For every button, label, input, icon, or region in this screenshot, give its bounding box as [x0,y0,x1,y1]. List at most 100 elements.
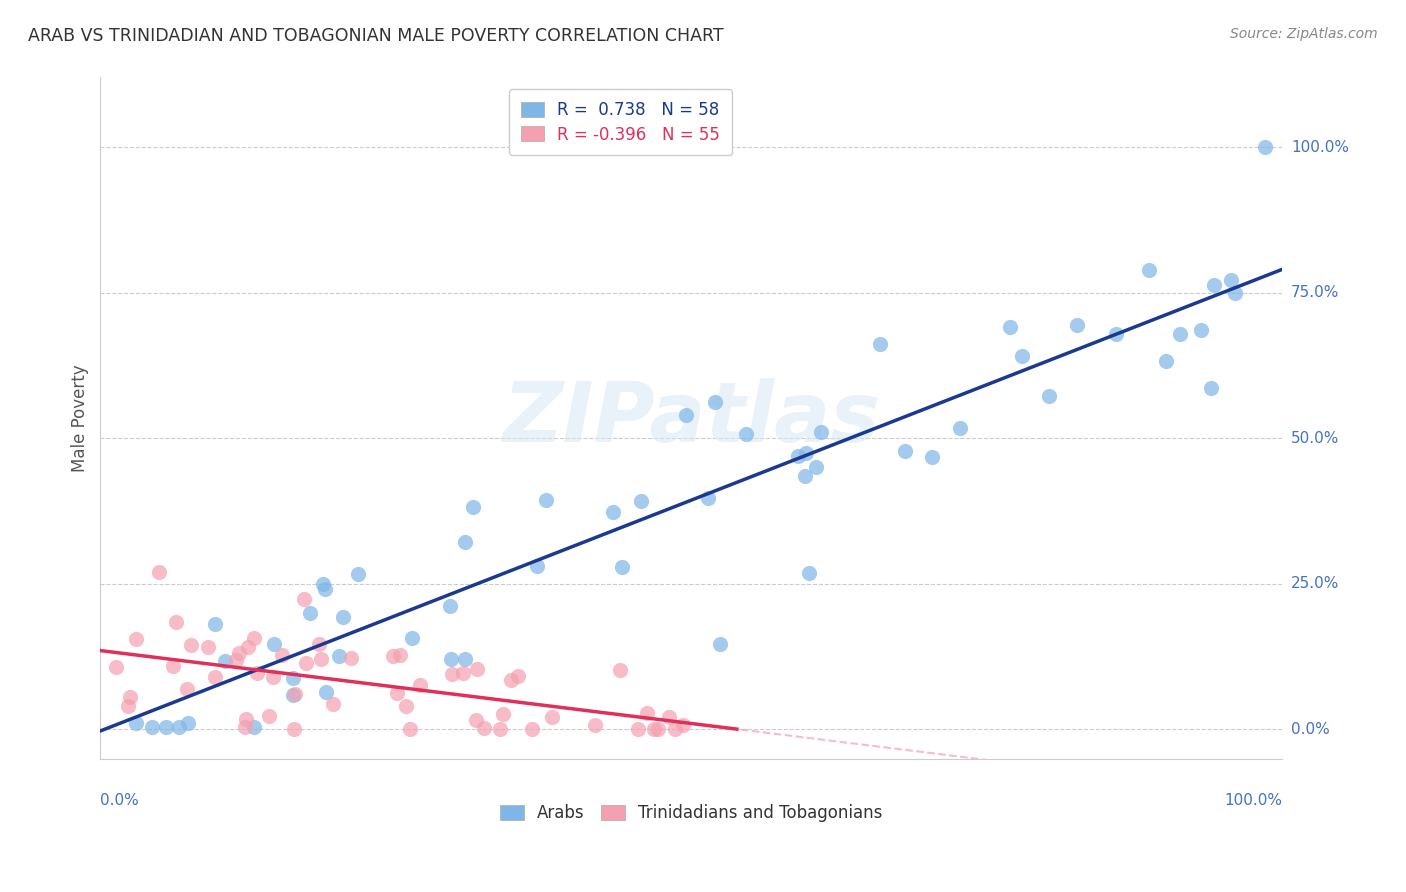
Point [998,319,1021,334]
Point [204,617,226,632]
Point [734,426,756,441]
Point [609,663,631,677]
Point [804,460,827,475]
Point [281,671,304,685]
Point [409,678,432,692]
Point [664,723,686,737]
Text: 75.0%: 75.0% [1291,285,1339,301]
Point [283,723,305,737]
Point [949,421,972,435]
Point [314,582,336,596]
Point [180,638,202,652]
Text: 100.0%: 100.0% [1225,793,1282,807]
Point [176,715,198,730]
Point [1168,326,1191,341]
Point [246,666,269,681]
Point [1137,263,1160,277]
Point [465,713,488,727]
Point [155,720,177,734]
Point [204,670,226,684]
Point [534,492,557,507]
Point [488,723,510,737]
Text: 0.0%: 0.0% [100,793,139,807]
Point [284,687,307,701]
Point [787,449,810,463]
Point [703,395,725,409]
Point [499,673,522,687]
Point [339,650,361,665]
Point [387,686,409,700]
Point [453,652,475,666]
Point [281,688,304,702]
Text: Source: ZipAtlas.com: Source: ZipAtlas.com [1230,27,1378,41]
Point [298,607,321,621]
Point [541,710,564,724]
Point [176,682,198,697]
Point [1254,140,1277,154]
Point [465,662,488,676]
Point [696,491,718,506]
Point [1066,318,1088,332]
Point [894,443,917,458]
Y-axis label: Male Poverty: Male Poverty [72,364,89,472]
Point [228,646,250,660]
Point [401,631,423,645]
Point [797,566,820,581]
Point [522,723,544,737]
Point [627,723,650,737]
Point [233,721,256,735]
Point [647,723,669,737]
Point [1225,286,1247,301]
Point [242,632,264,646]
Point [292,592,315,607]
Point [104,659,127,673]
Point [1011,350,1033,364]
Point [347,566,370,581]
Point [395,699,418,714]
Point [439,599,461,614]
Point [381,648,404,663]
Point [398,723,420,737]
Point [675,408,697,422]
Point [451,665,474,680]
Point [583,717,606,731]
Point [165,615,187,630]
Point [315,684,337,698]
Point [312,577,335,591]
Point [322,697,344,711]
Point [1154,354,1177,368]
Point [439,652,461,666]
Point [793,469,815,483]
Point [1038,389,1060,403]
Point [125,715,148,730]
Point [125,632,148,646]
Point [225,653,247,667]
Point [271,648,294,662]
Point [1201,381,1223,395]
Point [610,559,633,574]
Point [1219,273,1241,287]
Point [141,720,163,734]
Point [197,640,219,655]
Point [921,450,943,464]
Text: 25.0%: 25.0% [1291,576,1339,591]
Legend: Arabs, Trinidadians and Tobagonians: Arabs, Trinidadians and Tobagonians [491,794,893,832]
Point [1202,277,1225,292]
Point [672,718,695,732]
Point [120,690,142,705]
Point [463,500,485,515]
Point [242,720,264,734]
Point [526,559,548,574]
Point [117,698,139,713]
Point [332,609,354,624]
Point [328,648,350,663]
Point [506,668,529,682]
Text: ZIPatlas: ZIPatlas [502,377,880,458]
Point [643,723,665,737]
Point [311,652,333,666]
Point [492,706,515,721]
Point [709,637,731,651]
Point [235,712,257,726]
Point [214,655,236,669]
Point [389,648,412,662]
